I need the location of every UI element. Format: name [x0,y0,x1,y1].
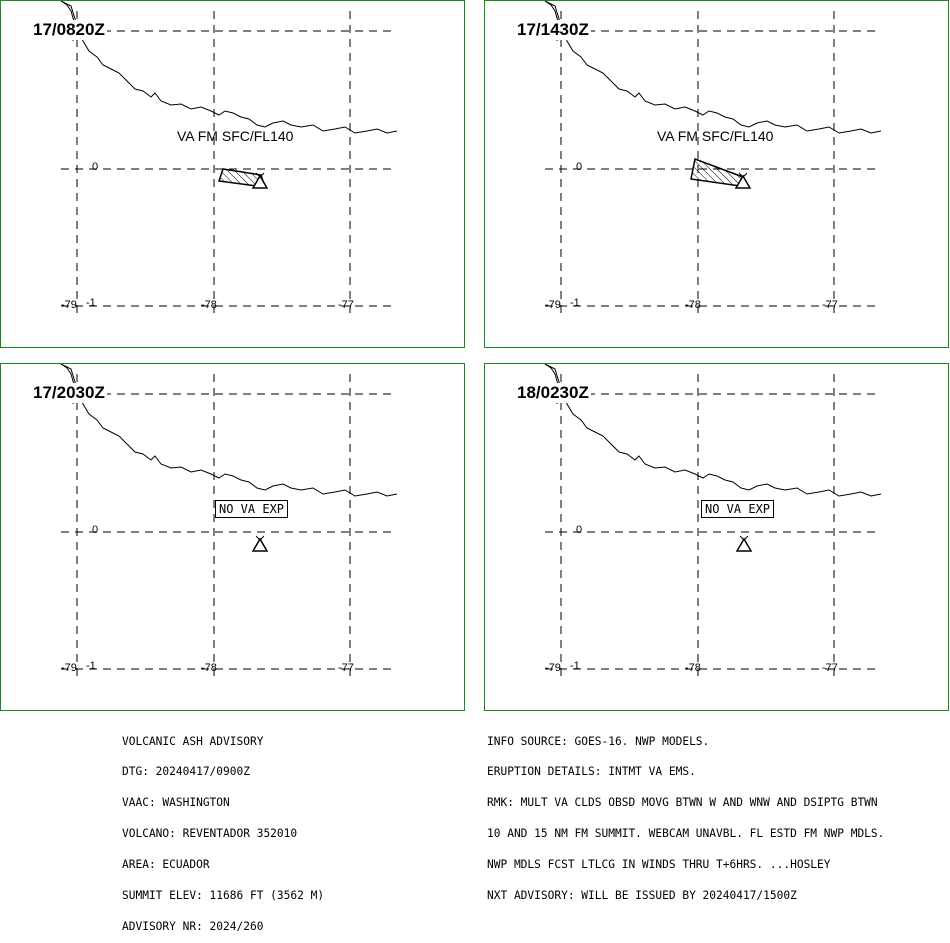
longitude-label: -77 [822,662,838,674]
ash-cloud-polygon [218,168,267,188]
longitude-label: -77 [822,299,838,311]
advisory-line: INFO SOURCE: GOES-16. NWP MODELS. [487,734,710,748]
coastline [544,364,882,497]
volcano-eruption-icon [255,535,265,541]
coastline [544,1,882,134]
latitude-label: 0 [92,524,99,536]
latitude-label: 0 [576,161,583,173]
advisory-line: AREA: ECUADOR [122,858,210,872]
longitude-label: -78 [201,662,217,674]
longitude-label: -79 [545,299,561,311]
map-panel-3: 17/2030Z NO VA EXP 0 -79 -1 -78 -77 [0,363,465,711]
map-graphic [544,364,882,682]
no-ash-expected-label: NO VA EXP [215,500,289,518]
advisory-line: NXT ADVISORY: WILL BE ISSUED BY 20240417… [487,889,797,903]
panel-time-label: 17/0820Z [31,20,107,40]
advisory-line: 10 AND 15 NM FM SUMMIT. WEBCAM UNAVBL. F… [487,827,885,841]
longitude-label: -1 [86,660,96,672]
panel-time-label: 18/0230Z [515,383,591,403]
coastline [60,1,398,134]
panel-time-label: 17/2030Z [31,383,107,403]
longitude-label: -77 [338,662,354,674]
advisory-header-text: VOLCANIC ASH ADVISORY DTG: 20240417/0900… [122,716,324,943]
map-panel-2: 17/1430Z VA FM SFC/FL140 0 -79 -1 -78 -7… [484,0,949,348]
longitude-label: -78 [685,299,701,311]
coastline [60,364,398,497]
longitude-label: -1 [570,660,580,672]
map-graphic [60,364,398,682]
longitude-label: -1 [86,297,96,309]
latitude-label: 0 [576,524,583,536]
map-panel-1: 17/0820Z VA FM SFC/FL140 0 -79 -1 -78 -7… [0,0,465,348]
volcano-triangle-icon [251,174,269,189]
longitude-label: -77 [338,299,354,311]
advisory-remarks-text: INFO SOURCE: GOES-16. NWP MODELS. ERUPTI… [487,716,884,912]
longitude-label: -79 [545,662,561,674]
map-graphic [544,1,882,319]
volcano-eruption-icon [738,172,748,178]
volcano-triangle-icon [734,174,752,189]
longitude-label: -78 [685,662,701,674]
map-panel-4: 18/0230Z NO VA EXP 0 -79 -1 -78 -77 [484,363,949,711]
longitude-label: -78 [201,299,217,311]
volcano-eruption-icon [739,535,749,541]
map-graphic [60,1,398,319]
ash-height-label: VA FM SFC/FL140 [177,128,294,144]
longitude-label: -1 [570,297,580,309]
advisory-line: NWP MDLS FCST LTLCG IN WINDS THRU T+6HRS… [487,858,831,872]
advisory-line: DTG: 20240417/0900Z [122,765,250,779]
longitude-label: -79 [61,299,77,311]
advisory-line: ERUPTION DETAILS: INTMT VA EMS. [487,765,696,779]
advisory-line: VOLCANIC ASH ADVISORY [122,734,264,748]
advisory-line: VOLCANO: REVENTADOR 352010 [122,827,298,841]
volcano-triangle-icon [251,537,269,552]
advisory-line: SUMMIT ELEV: 11686 FT (3562 M) [122,889,325,903]
volcano-triangle-icon [735,537,753,552]
no-ash-expected-label: NO VA EXP [701,500,775,518]
longitude-label: -79 [61,662,77,674]
advisory-line: ADVISORY NR: 2024/260 [122,919,264,933]
advisory-line: VAAC: WASHINGTON [122,796,230,810]
panel-time-label: 17/1430Z [515,20,591,40]
advisory-line: RMK: MULT VA CLDS OBSD MOVG BTWN W AND W… [487,796,878,810]
ash-height-label: VA FM SFC/FL140 [657,128,774,144]
volcano-eruption-icon [255,172,265,178]
latitude-label: 0 [92,161,99,173]
